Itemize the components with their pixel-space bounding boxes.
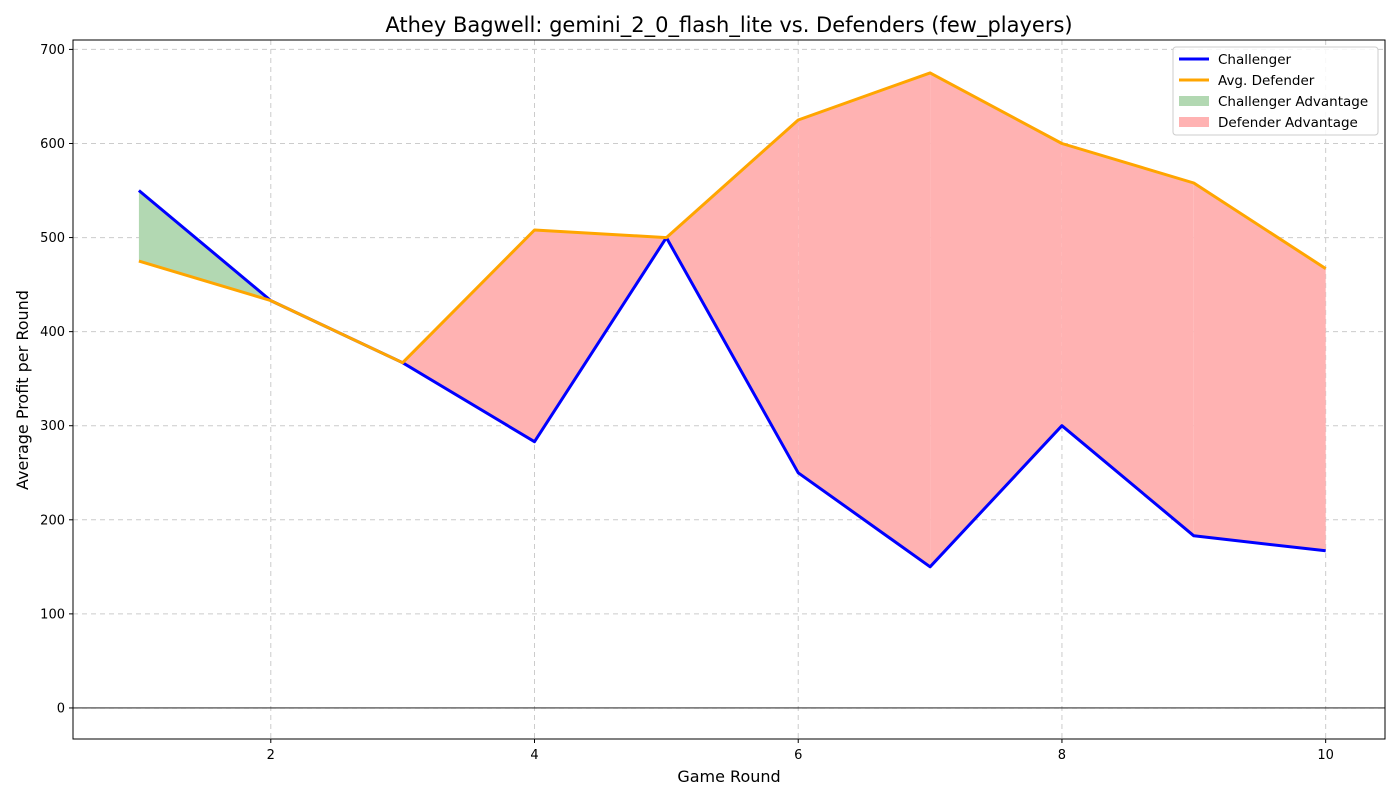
y-tick-label: 600 (40, 137, 65, 152)
defender-advantage-area (666, 120, 799, 473)
y-tick-label: 500 (40, 231, 65, 246)
legend-box (1172, 46, 1379, 136)
plot-frame (72, 39, 1386, 740)
legend-challenger-advantage-swatch (1179, 96, 1209, 106)
x-tick-label: 8 (1058, 748, 1066, 763)
defender-advantage-area (1193, 183, 1326, 551)
series-lines (137, 71, 1327, 569)
advantage-fills (138, 72, 1326, 567)
legend-defender-advantage-label: Defender Advantage (1218, 115, 1358, 131)
x-tick-label: 4 (530, 748, 538, 763)
x-tick-label: 2 (267, 748, 275, 763)
y-tick-label: 100 (40, 607, 65, 622)
y-tick-label: 300 (40, 419, 65, 434)
x-axis-label: Game Round (677, 767, 780, 786)
defender-advantage-area (798, 72, 931, 567)
legend-challenger-advantage-label: Challenger Advantage (1218, 94, 1368, 110)
y-tick-label: 400 (40, 325, 65, 340)
defender-advantage-area (930, 72, 1062, 567)
y-tick-label: 200 (40, 513, 65, 528)
y-axis-ticks: 0 100 200 300 400 500 600 700 (40, 43, 73, 716)
y-axis-label: Average Profit per Round (13, 290, 32, 490)
defender-advantage-area (402, 230, 535, 442)
y-tick-label: 700 (40, 43, 65, 58)
legend-challenger-label: Challenger (1218, 52, 1291, 68)
x-axis-ticks: 2 4 6 8 10 (267, 739, 1334, 763)
legend-avg-defender-label: Avg. Defender (1218, 73, 1315, 89)
legend: Challenger Avg. Defender Challenger Advant… (1172, 46, 1379, 136)
avg-defender-line (138, 71, 1327, 365)
y-tick-label: 0 (57, 701, 65, 716)
defender-advantage-area (1061, 143, 1194, 536)
chart-title: Athey Bagwell: gemini_2_0_flash_lite vs.… (385, 13, 1072, 38)
x-tick-label: 10 (1317, 748, 1334, 763)
x-tick-label: 6 (794, 748, 802, 763)
legend-defender-advantage-swatch (1179, 117, 1209, 127)
